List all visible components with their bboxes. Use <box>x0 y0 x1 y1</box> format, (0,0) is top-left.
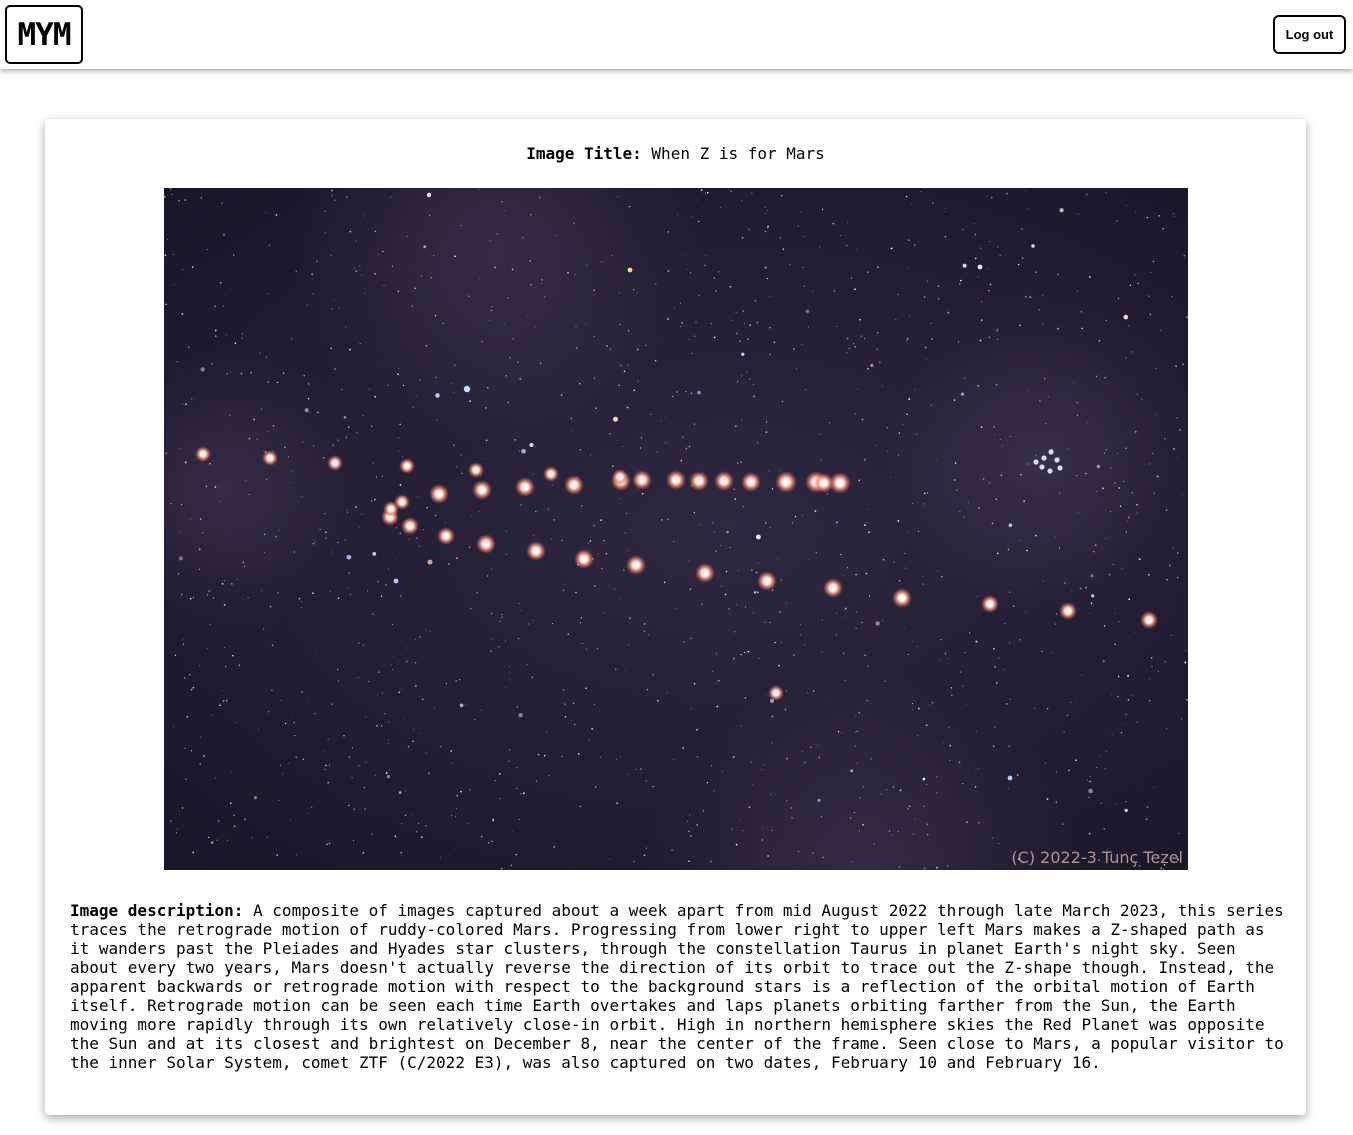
image-description: Image description: A composite of images… <box>70 901 1285 1072</box>
mars-position-dot <box>564 475 584 495</box>
mars-position-dot <box>401 517 419 535</box>
mars-position-dot <box>823 578 843 598</box>
logout-button[interactable]: Log out <box>1273 15 1346 54</box>
mars-position-dot <box>768 685 784 701</box>
mars-position-dot <box>437 527 455 545</box>
mars-position-dot <box>472 480 492 500</box>
image-title: Image Title: When Z is for Mars <box>45 145 1306 163</box>
mars-position-dot <box>666 470 686 490</box>
mars-position-dot <box>399 458 415 474</box>
mars-position-dot <box>476 534 496 554</box>
mars-position-dot <box>626 555 646 575</box>
mars-position-dot <box>775 471 797 493</box>
image-title-label: Image Title: <box>526 144 642 163</box>
mars-position-dot <box>689 471 709 491</box>
mars-position-dot <box>892 588 912 608</box>
image-title-value: When Z is for Mars <box>651 144 825 163</box>
mars-position-dot <box>714 471 734 491</box>
mars-position-dot <box>394 494 410 510</box>
mars-position-dot <box>195 446 211 462</box>
mars-position-dot <box>543 466 559 482</box>
mars-position-dot <box>262 450 278 466</box>
mars-position-dot <box>814 473 834 493</box>
mars-position-dot <box>574 549 594 569</box>
mars-position-dot <box>1059 602 1077 620</box>
mars-position-dot <box>695 563 715 583</box>
photo-watermark: (C) 2022-3 Tunç Tezel <box>1011 848 1183 867</box>
mars-position-dot <box>429 484 449 504</box>
image-description-text: A composite of images captured about a w… <box>70 901 1284 1072</box>
mars-position-dot <box>327 455 343 471</box>
content-card: Image Title: When Z is for Mars (C) 2022… <box>45 119 1306 1115</box>
top-bar: MYM Log out <box>0 0 1353 69</box>
mars-position-dot <box>612 469 628 485</box>
logo[interactable]: MYM <box>5 5 83 64</box>
mars-position-dot <box>741 472 761 492</box>
mars-position-dot <box>515 477 535 497</box>
mars-position-dot <box>468 462 484 478</box>
mars-position-dot <box>632 470 652 490</box>
star-field-image: (C) 2022-3 Tunç Tezel <box>164 188 1188 870</box>
mars-position-dot <box>526 541 546 561</box>
mars-position-dot <box>757 571 777 591</box>
image-description-label: Image description: <box>70 901 244 920</box>
astro-photo: (C) 2022-3 Tunç Tezel <box>164 188 1188 870</box>
mars-position-dot <box>829 472 851 494</box>
mars-position-dot <box>981 595 999 613</box>
mars-position-dot <box>1140 611 1158 629</box>
